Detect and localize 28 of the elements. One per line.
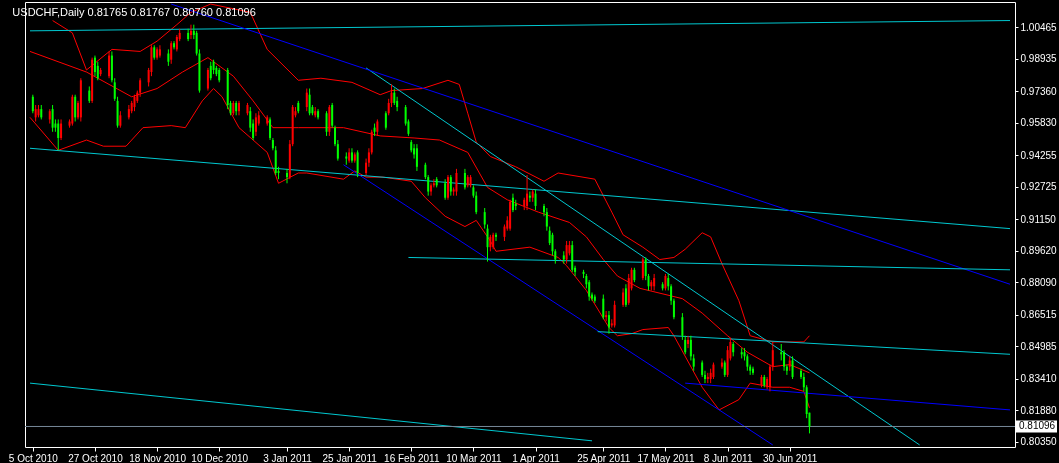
x-tick-label: 10 Dec 2010 bbox=[191, 452, 249, 463]
x-tick-label: 1 Apr 2011 bbox=[512, 452, 561, 463]
y-tick-label: 0.89620 bbox=[1020, 245, 1058, 257]
y-tick-label: 0.83410 bbox=[1020, 373, 1058, 385]
x-tick-label: 18 Nov 2010 bbox=[129, 452, 187, 463]
y-tick-label: 0.95830 bbox=[1020, 117, 1058, 129]
x-tick-label: 25 Apr 2011 bbox=[577, 452, 631, 463]
y-tick-label: 0.98935 bbox=[1020, 53, 1058, 65]
y-tick-label: 0.80350 bbox=[1020, 436, 1058, 448]
x-tick-label: 10 Mar 2011 bbox=[446, 452, 503, 463]
x-tick-label: 17 May 2011 bbox=[637, 452, 695, 463]
x-tick-label: 30 Jun 2011 bbox=[763, 452, 818, 463]
y-tick-label: 0.86515 bbox=[1020, 309, 1058, 321]
x-tick-label: 27 Oct 2010 bbox=[68, 452, 124, 463]
y-tick-label: 0.92725 bbox=[1020, 181, 1058, 193]
y-tick-label: 0.94255 bbox=[1020, 149, 1058, 161]
x-tick-label: 3 Jan 2011 bbox=[263, 452, 313, 463]
y-tick-label: 1.00465 bbox=[1020, 21, 1058, 33]
y-tick-label: 0.81880 bbox=[1020, 404, 1058, 416]
y-tick-label: 0.91150 bbox=[1020, 213, 1057, 225]
x-tick-label: 5 Oct 2010 bbox=[8, 452, 59, 463]
x-tick-label: 25 Jan 2011 bbox=[322, 452, 378, 463]
x-tick-label: 8 Jun 2011 bbox=[703, 452, 753, 463]
ref-line-label: 0.81096 bbox=[1019, 420, 1056, 432]
y-tick-label: 0.84985 bbox=[1020, 340, 1058, 352]
x-tick-label: 16 Feb 2011 bbox=[384, 452, 440, 463]
y-tick-label: 0.97360 bbox=[1020, 85, 1058, 97]
y-tick-label: 0.88090 bbox=[1020, 276, 1058, 288]
